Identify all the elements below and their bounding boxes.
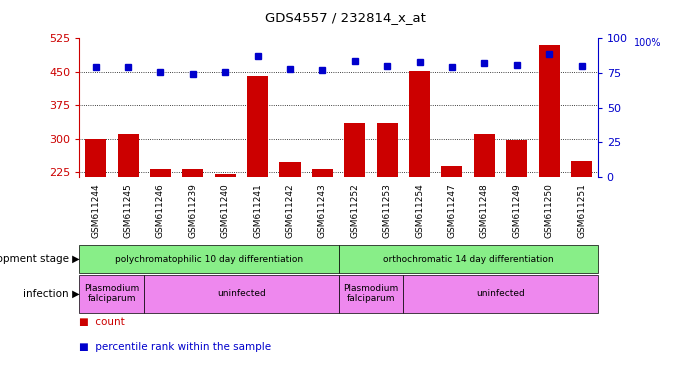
- Text: polychromatophilic 10 day differentiation: polychromatophilic 10 day differentiatio…: [115, 255, 303, 264]
- Bar: [538, 45, 560, 177]
- Bar: [507, 140, 527, 177]
- Text: Plasmodium
falciparum: Plasmodium falciparum: [84, 284, 140, 303]
- Bar: [442, 166, 462, 177]
- Text: orthochromatic 14 day differentiation: orthochromatic 14 day differentiation: [383, 255, 553, 264]
- Text: development stage: development stage: [0, 254, 69, 264]
- Bar: [571, 161, 592, 177]
- Text: uninfected: uninfected: [476, 289, 525, 298]
- Text: ■  percentile rank within the sample: ■ percentile rank within the sample: [79, 342, 272, 352]
- Text: uninfected: uninfected: [217, 289, 266, 298]
- Bar: [150, 169, 171, 177]
- Text: ▶: ▶: [69, 289, 79, 299]
- Bar: [182, 169, 203, 177]
- Bar: [279, 162, 301, 177]
- Bar: [344, 123, 366, 177]
- Bar: [215, 174, 236, 177]
- Bar: [247, 76, 268, 177]
- Text: GDS4557 / 232814_x_at: GDS4557 / 232814_x_at: [265, 12, 426, 25]
- Bar: [85, 139, 106, 177]
- Bar: [377, 123, 398, 177]
- Bar: [409, 71, 430, 177]
- Bar: [474, 134, 495, 177]
- Text: Plasmodium
falciparum: Plasmodium falciparum: [343, 284, 399, 303]
- Text: 100%: 100%: [634, 38, 661, 48]
- Text: ▶: ▶: [69, 254, 79, 264]
- Text: ■  count: ■ count: [79, 317, 125, 327]
- Bar: [117, 134, 139, 177]
- Bar: [312, 169, 333, 177]
- Text: infection: infection: [23, 289, 69, 299]
